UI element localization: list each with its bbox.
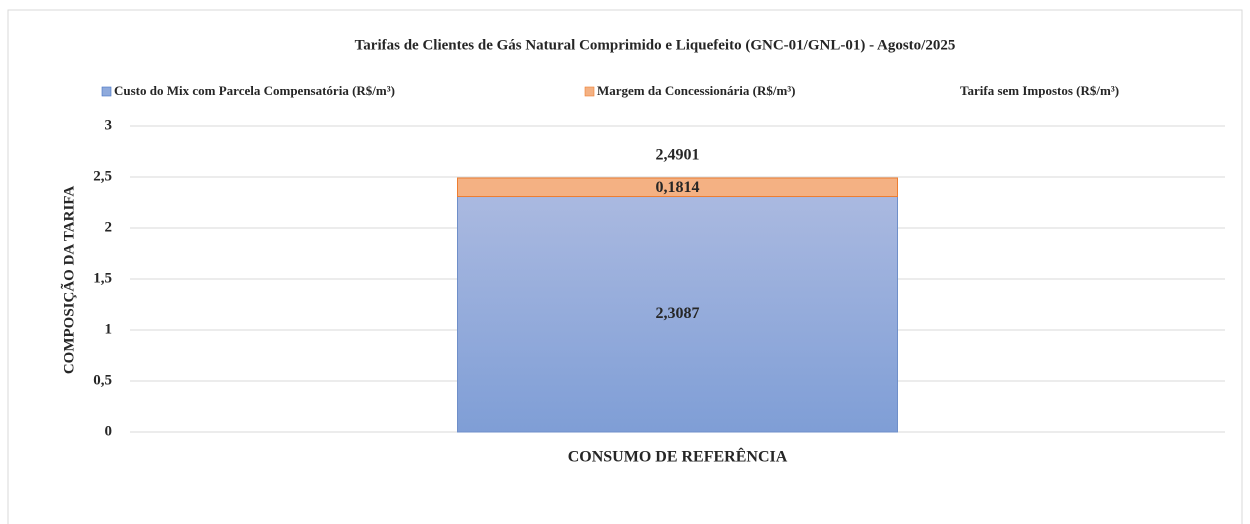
data-label: 2,4901	[656, 147, 700, 164]
bar-segment	[457, 177, 898, 198]
legend-label: Custo do Mix com Parcela Compensatória (…	[114, 83, 395, 98]
y-tick-label: 0	[105, 423, 113, 439]
legend-swatch	[101, 86, 112, 97]
y-axis-title: COMPOSIÇÃO DA TARIFA	[59, 186, 77, 375]
y-tick-label: 1	[105, 321, 113, 337]
chart-title: Tarifas de Clientes de Gás Natural Compr…	[355, 37, 956, 53]
data-label: 2,3087	[656, 305, 700, 322]
bar-segment	[457, 196, 898, 433]
legend-label: Tarifa sem Impostos (R$/m³)	[960, 83, 1119, 98]
legend-swatch	[584, 86, 595, 97]
y-tick-label: 0,5	[93, 372, 112, 388]
y-tick-label: 1,5	[93, 270, 112, 286]
legend-label: Margem da Concessionária (R$/m³)	[597, 83, 796, 98]
y-tick-label: 3	[105, 117, 113, 133]
data-label: 0,1814	[656, 179, 700, 196]
y-tick-label: 2,5	[93, 168, 112, 184]
y-tick-label: 2	[105, 219, 113, 235]
x-tick-label: CONSUMO DE REFERÊNCIA	[568, 447, 788, 466]
